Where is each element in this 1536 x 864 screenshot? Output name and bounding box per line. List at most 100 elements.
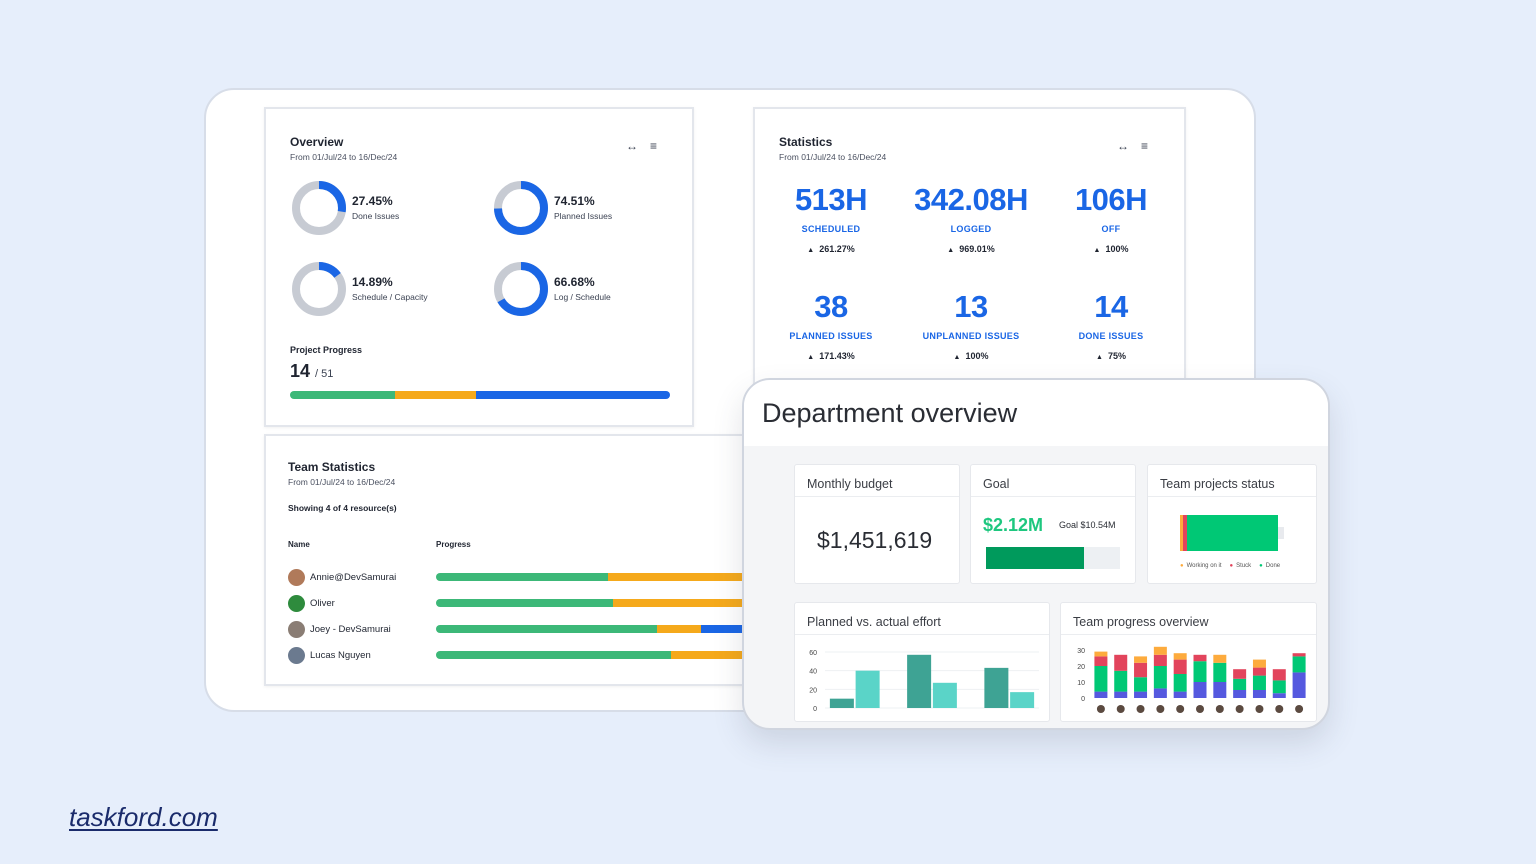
team-progress-segment [1233, 678, 1247, 690]
y-tick-label: 60 [809, 650, 817, 657]
budget-value: $1,451,619 [817, 527, 933, 553]
team-member-row[interactable]: Oliver [288, 594, 335, 612]
progress-segment [436, 651, 672, 659]
progress-done: 14 [290, 361, 311, 381]
team-date-range: From 01/Jul/24 to 16/Dec/24 [288, 477, 396, 487]
overview-tools: ↔ ≡ [626, 139, 657, 153]
status-bar-handle [1278, 527, 1284, 539]
status-stacked-bar [1180, 515, 1278, 551]
member-name: Annie@DevSamurai [310, 571, 397, 583]
donut-arc [494, 181, 548, 235]
stat-value: 14 [1094, 289, 1128, 324]
stat-planned-issues: 38 PLANNED ISSUES ▲ 171.43% [761, 289, 901, 361]
goal-widget[interactable]: Goal $2.12M Goal $10.54M [970, 464, 1136, 584]
trend-up-icon: ▲ [1093, 247, 1101, 254]
expand-icon[interactable]: ↔ [626, 139, 638, 153]
donut-planned-issues: 74.51% Planned Issues [492, 179, 612, 237]
monthly-budget-widget[interactable]: Monthly budget $1,451,619 [794, 464, 960, 584]
stat-change: ▲ 100% [953, 351, 989, 361]
team-progress-segment [1094, 656, 1108, 666]
statistics-tools: ↔ ≡ [1117, 139, 1148, 153]
trend-up-icon: ▲ [947, 247, 955, 254]
goal-value: $2.12M [983, 515, 1044, 535]
progress-segment [290, 391, 395, 399]
member-progress-bar [436, 625, 752, 633]
stat-label: DONE ISSUES [1078, 331, 1144, 341]
team-projects-status-widget[interactable]: Team projects status Working on it Stuck… [1147, 464, 1317, 584]
donut-pct: 14.89% [352, 275, 393, 289]
team-progress-segment [1252, 690, 1266, 698]
progress-segment [657, 625, 702, 633]
donut-label: Schedule / Capacity [352, 292, 428, 302]
team-progress-segment [1094, 666, 1108, 692]
stat-change: ▲ 100% [1093, 244, 1129, 254]
team-progress-segment [1193, 661, 1207, 682]
team-progress-segment [1114, 654, 1128, 671]
expand-icon[interactable]: ↔ [1117, 139, 1129, 153]
column-header-name[interactable]: Name [288, 540, 310, 549]
team-progress-segment [1292, 672, 1306, 698]
department-header: Department overview [744, 380, 1328, 446]
trend-up-icon: ▲ [1096, 354, 1103, 361]
stat-unplanned-issues: 13 UNPLANNED ISSUES ▲ 100% [901, 289, 1041, 361]
team-progress-segment [1153, 654, 1167, 666]
widget-title: Planned vs. actual effort [795, 603, 1049, 635]
progress-segment [608, 573, 752, 581]
donut-log-schedule: 66.68% Log / Schedule [492, 260, 611, 318]
menu-icon[interactable]: ≡ [650, 139, 658, 153]
status-legend: Working on it Stuck Done [1180, 563, 1281, 569]
team-progress-segment [1272, 669, 1286, 681]
team-progress-segment [1252, 659, 1266, 668]
goal-progress-fill [986, 547, 1084, 569]
widget-title: Goal [971, 465, 1135, 497]
stat-scheduled: 513H SCHEDULED ▲ 261.27% [761, 182, 901, 254]
team-progress-segment [1153, 646, 1167, 655]
project-progress-value: 14 / 51 [290, 361, 333, 382]
overview-title: Overview [290, 135, 344, 149]
member-avatar-icon [1255, 705, 1264, 713]
team-progress-chart: 30 20 10 0 [1077, 646, 1306, 713]
widget-title: Team progress overview [1061, 603, 1316, 635]
team-progress-widget[interactable]: Team progress overview 30 20 10 0 [1060, 602, 1317, 722]
legend-working: Working on it [1180, 563, 1222, 569]
team-progress-segment [1114, 691, 1128, 698]
stat-value: 13 [954, 289, 988, 324]
goal-progress-bar [986, 547, 1120, 569]
taskford-link[interactable]: taskford.com [69, 802, 218, 832]
stat-label: LOGGED [950, 224, 992, 234]
donut-chart-icon [292, 262, 346, 316]
stat-label: OFF [1101, 224, 1121, 234]
team-progress-segment [1114, 670, 1128, 692]
project-progress-title: Project Progress [290, 345, 363, 355]
widget-title: Team projects status [1148, 465, 1316, 497]
team-progress-segment [1173, 653, 1187, 660]
team-member-row[interactable]: Lucas Nguyen [288, 646, 371, 664]
y-tick-label: 30 [1077, 648, 1085, 655]
progress-total: / 51 [315, 368, 334, 380]
effort-bar [1010, 692, 1035, 708]
planned-vs-actual-chart: 60 40 20 0 [809, 650, 1039, 713]
avatar [288, 646, 305, 664]
team-member-row[interactable]: Annie@DevSamurai [288, 568, 396, 586]
status-segment [1186, 515, 1278, 551]
donut-chart-icon [494, 181, 548, 235]
legend-stuck: Stuck [1230, 563, 1251, 569]
effort-bar [855, 670, 880, 708]
team-progress-segment [1153, 688, 1167, 698]
menu-icon[interactable]: ≡ [1141, 139, 1149, 153]
planned-vs-actual-widget[interactable]: Planned vs. actual effort 60 40 20 0 [794, 602, 1050, 722]
progress-segment [436, 573, 609, 581]
stat-change: ▲ 171.43% [807, 351, 855, 361]
progress-segment [436, 599, 613, 607]
legend-done: Done [1259, 563, 1280, 569]
column-header-progress[interactable]: Progress [436, 540, 471, 549]
team-progress-segment [1272, 693, 1286, 698]
progress-segment [612, 599, 752, 607]
team-progress-segment [1153, 666, 1167, 689]
donut-done-issues: 27.45% Done Issues [290, 179, 399, 237]
member-name: Joey - DevSamurai [310, 623, 391, 635]
team-member-row[interactable]: Joey - DevSamurai [288, 620, 391, 638]
stat-value: 513H [794, 182, 868, 217]
avatar [288, 594, 305, 612]
team-progress-segment [1094, 651, 1108, 657]
